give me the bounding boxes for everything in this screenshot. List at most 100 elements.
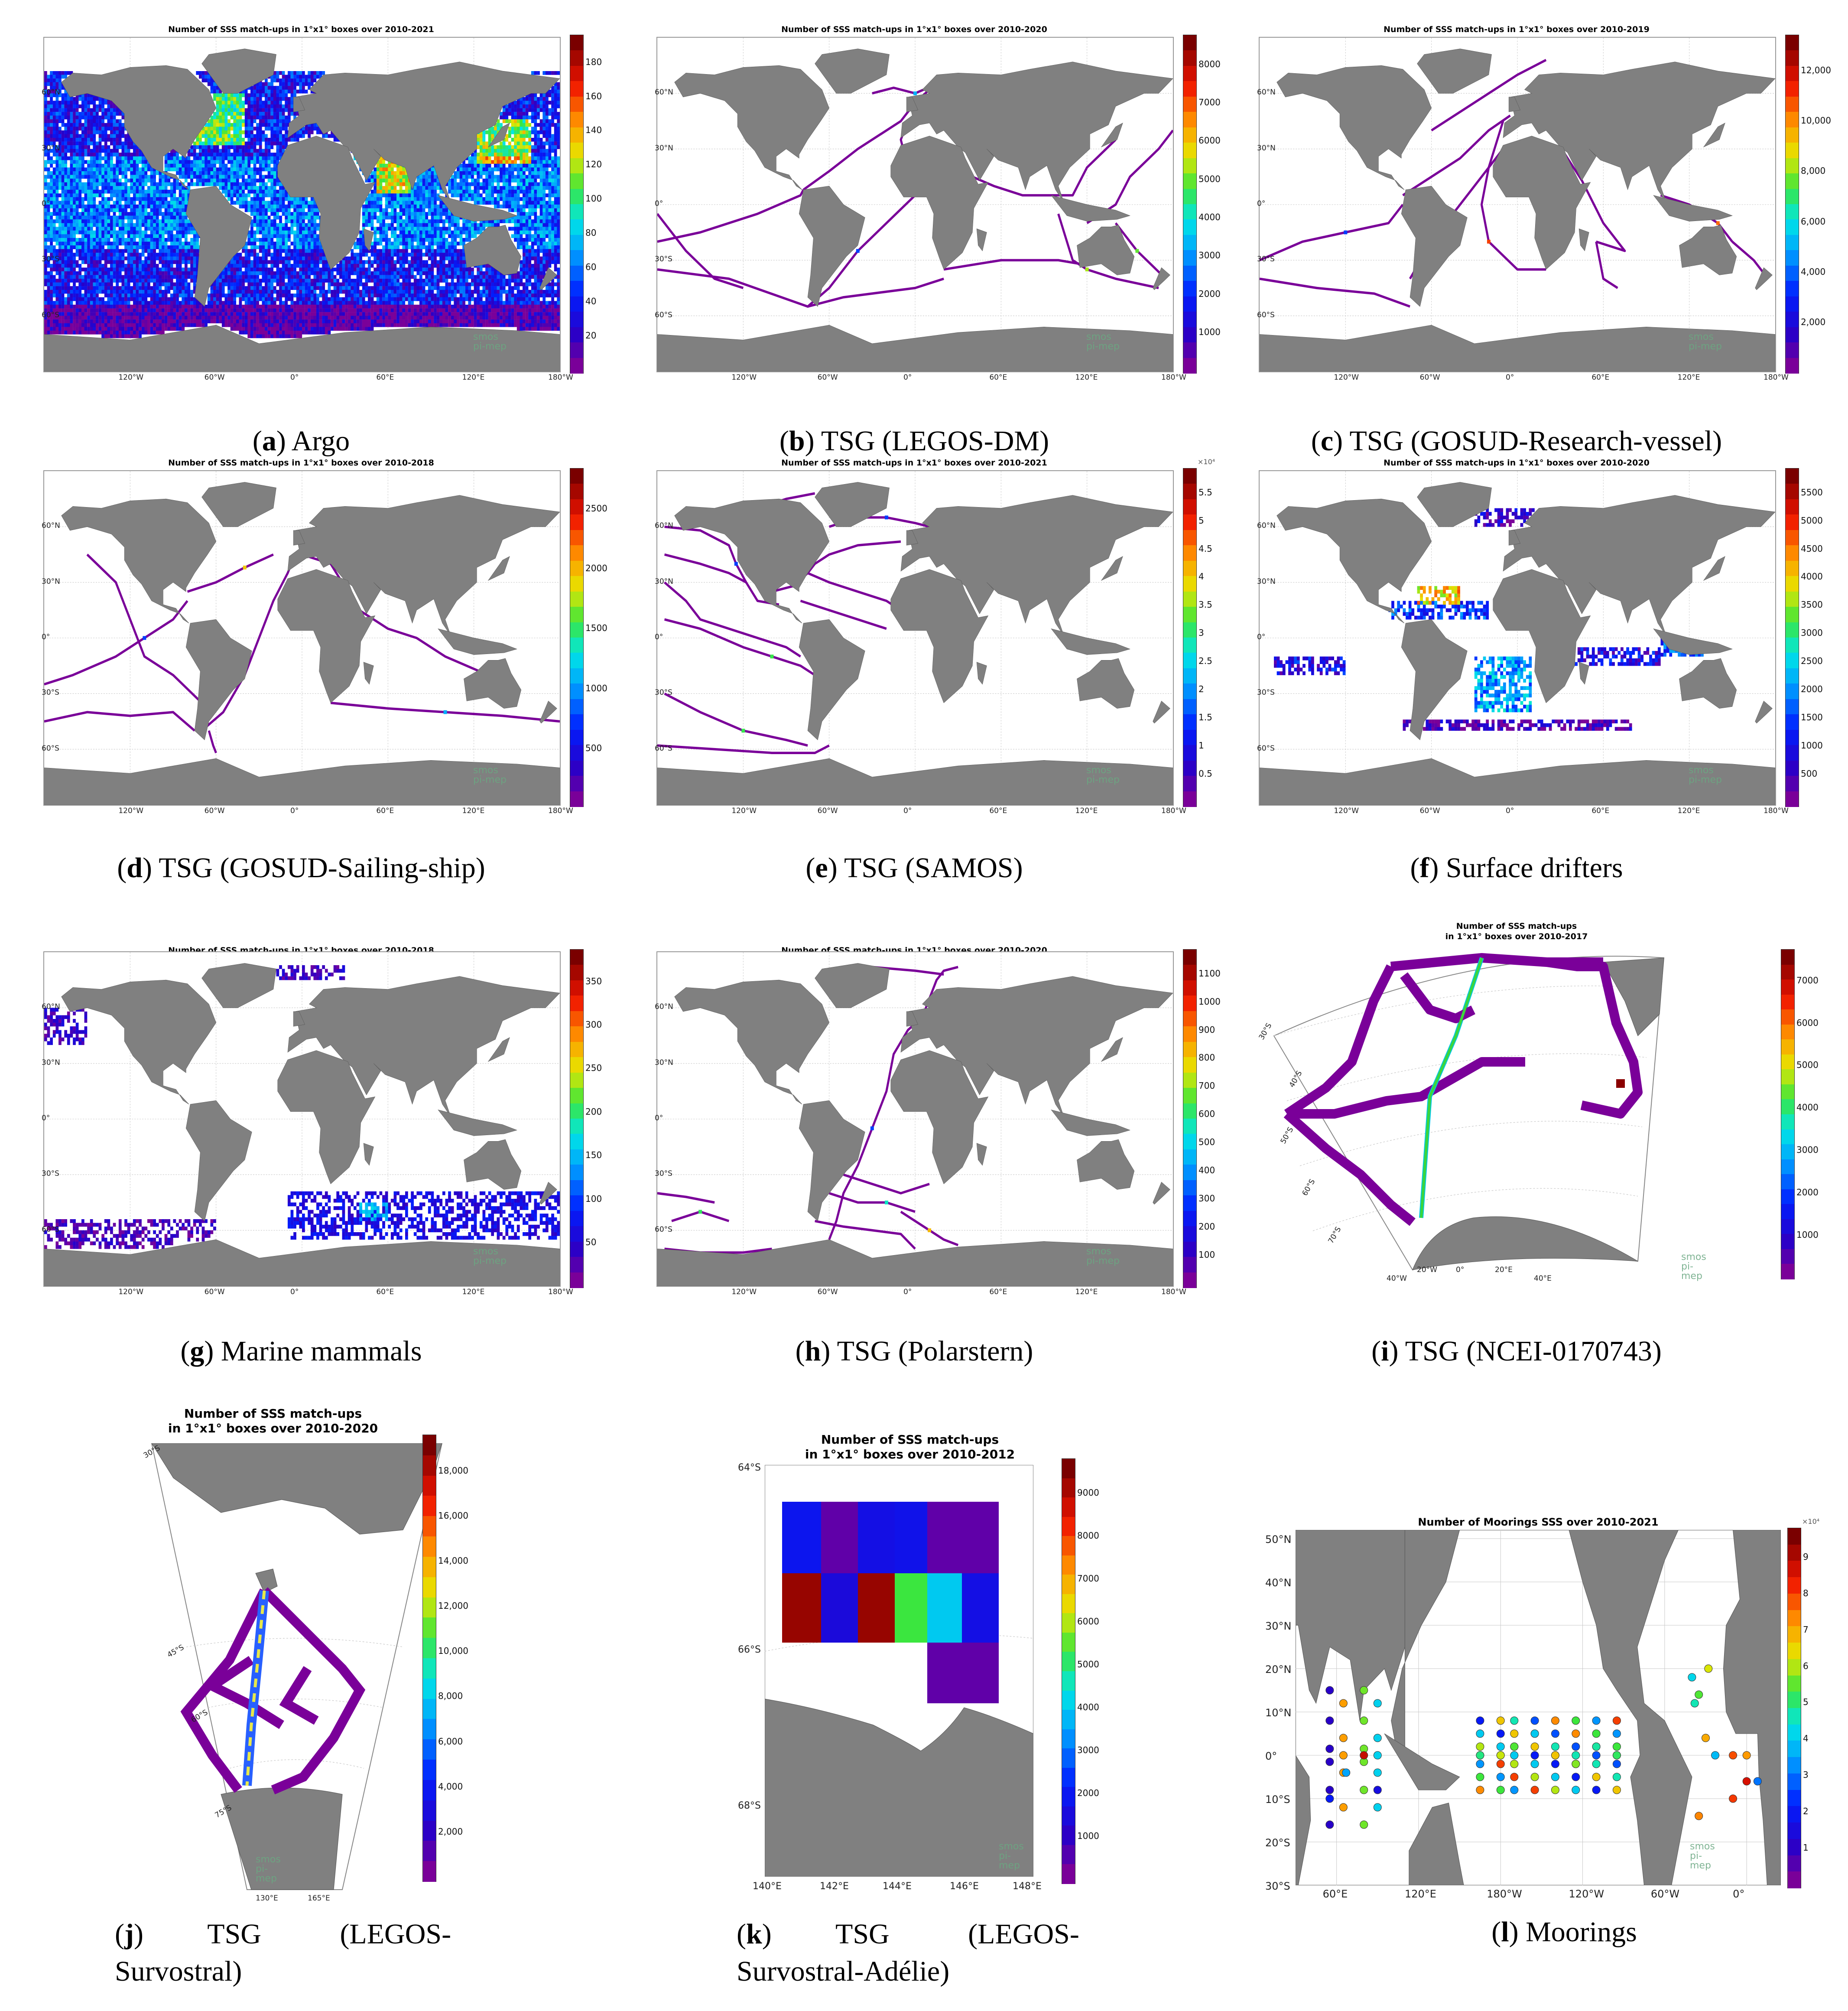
cell	[554, 201, 557, 205]
cell	[457, 215, 460, 220]
cell	[144, 219, 148, 224]
cell	[523, 130, 526, 134]
cell	[124, 134, 127, 138]
cell	[239, 115, 242, 120]
cell	[474, 153, 477, 157]
cell	[162, 215, 165, 220]
cell	[408, 245, 411, 249]
cell	[376, 175, 380, 179]
cell	[167, 205, 171, 208]
cell	[124, 182, 127, 186]
cell	[494, 134, 497, 138]
cell	[44, 97, 47, 101]
cell	[67, 145, 70, 149]
cell	[87, 127, 90, 131]
cell	[413, 208, 417, 212]
cell	[84, 104, 88, 108]
cell	[508, 119, 511, 124]
cell	[224, 123, 228, 127]
cell	[153, 167, 156, 172]
cell	[302, 238, 305, 242]
cell	[408, 234, 411, 238]
cell	[557, 127, 560, 131]
cell	[542, 253, 546, 257]
cell	[242, 197, 245, 201]
cell	[133, 215, 136, 220]
cell	[207, 149, 211, 153]
cell	[273, 186, 276, 190]
cell	[153, 249, 156, 253]
cell	[110, 179, 113, 182]
cell	[230, 141, 234, 146]
cell	[239, 171, 242, 175]
cell	[116, 179, 119, 182]
cell	[267, 153, 271, 157]
cell	[554, 93, 557, 98]
cell	[90, 138, 93, 142]
cell	[370, 208, 374, 212]
cell	[184, 241, 188, 246]
cell	[502, 179, 506, 182]
cell	[316, 253, 319, 257]
cell	[239, 104, 242, 108]
cell	[101, 193, 104, 198]
cell	[316, 71, 319, 75]
cell	[136, 153, 139, 157]
cell	[113, 249, 116, 253]
cell	[167, 230, 171, 234]
cell	[376, 193, 380, 198]
cell	[548, 149, 552, 153]
cell	[176, 197, 179, 201]
cell	[282, 145, 285, 149]
cell	[213, 127, 216, 131]
cell	[93, 208, 96, 212]
cell	[373, 175, 377, 179]
cell	[290, 212, 294, 216]
cell	[55, 156, 59, 160]
cell	[256, 253, 259, 257]
cell	[270, 101, 274, 105]
cell	[61, 219, 65, 224]
cell	[259, 123, 262, 127]
cell	[293, 115, 296, 120]
cell	[396, 205, 399, 208]
cell	[93, 101, 96, 105]
cell	[239, 149, 242, 153]
cell	[508, 112, 511, 116]
cell	[84, 93, 88, 98]
cell	[525, 119, 529, 124]
cell	[462, 171, 465, 175]
cell	[153, 223, 156, 227]
cell	[113, 145, 116, 149]
cell	[511, 227, 514, 231]
cell	[73, 163, 76, 168]
cell	[101, 197, 104, 201]
cell	[170, 249, 173, 253]
cell	[67, 104, 70, 108]
cell	[431, 197, 434, 201]
cell	[52, 82, 56, 86]
cell	[259, 89, 262, 94]
cell	[244, 208, 248, 212]
cell	[98, 193, 102, 198]
cell	[265, 112, 268, 116]
cell	[239, 93, 242, 98]
cell	[451, 179, 454, 182]
cell	[50, 130, 53, 134]
cell	[379, 241, 383, 246]
cell	[462, 197, 465, 201]
cell	[150, 179, 153, 182]
cell	[182, 197, 185, 201]
cell	[554, 163, 557, 168]
cell	[55, 134, 59, 138]
cell	[205, 78, 208, 82]
cell	[413, 249, 417, 253]
cell	[265, 127, 268, 131]
cell	[276, 179, 279, 182]
cell	[216, 101, 219, 105]
cell	[250, 156, 253, 160]
cell	[239, 205, 242, 208]
cell	[422, 212, 425, 216]
cell	[121, 193, 125, 198]
